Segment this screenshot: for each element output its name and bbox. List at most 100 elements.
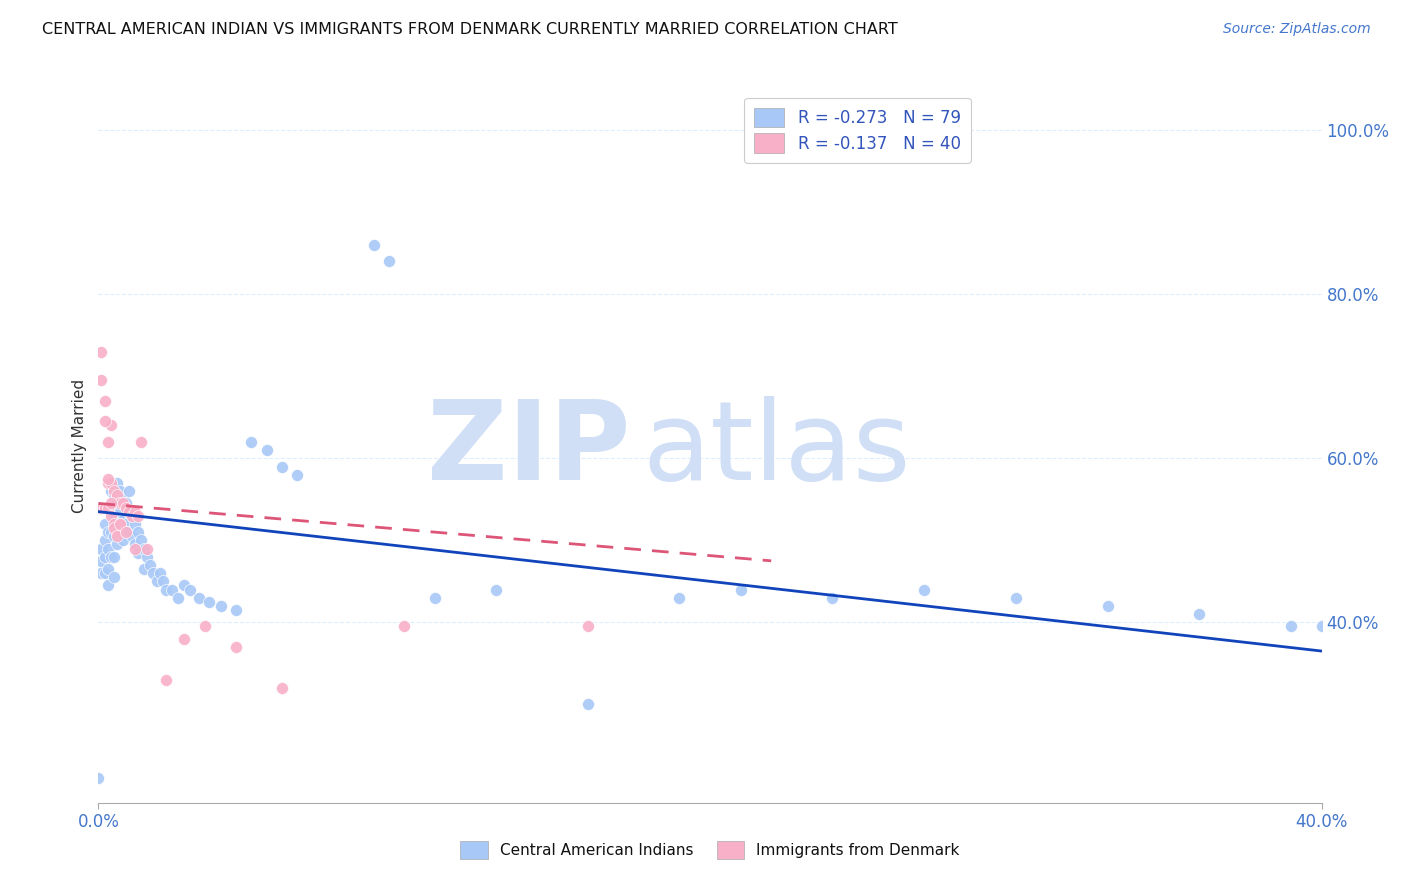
Point (124, 537, 146, 551)
Point (103, 488, 125, 502)
Point (136, 541, 159, 556)
Point (93, 414, 115, 428)
Point (134, 562, 156, 576)
Point (145, 574, 167, 589)
Point (423, 591, 446, 605)
Point (108, 496, 131, 510)
Point (363, 238, 385, 252)
Point (121, 508, 143, 523)
Point (97, 578, 120, 592)
Point (285, 467, 308, 482)
Point (124, 516, 146, 531)
Point (93, 566, 115, 581)
Point (103, 516, 125, 531)
Point (173, 578, 195, 592)
Text: ZIP: ZIP (427, 396, 630, 503)
Point (225, 603, 247, 617)
Point (134, 541, 156, 556)
Point (93, 533, 115, 548)
Point (730, 582, 752, 597)
Point (90, 554, 112, 568)
Point (821, 591, 844, 605)
Point (97, 475, 120, 490)
Point (155, 673, 177, 687)
Point (100, 496, 122, 510)
Point (209, 599, 232, 613)
Point (97, 500, 120, 515)
Point (115, 516, 138, 531)
Point (97, 562, 120, 576)
Point (103, 521, 125, 535)
Point (100, 508, 122, 523)
Point (103, 529, 125, 543)
Point (103, 484, 125, 499)
Point (97, 500, 120, 515)
Y-axis label: Currently Married: Currently Married (72, 379, 87, 513)
Point (100, 418, 122, 433)
Point (105, 475, 128, 490)
Point (127, 508, 149, 523)
Point (270, 681, 292, 695)
Point (576, 698, 599, 712)
Point (90, 500, 112, 515)
Point (194, 619, 217, 633)
Point (111, 496, 134, 510)
Point (97, 472, 120, 486)
Point (1310, 619, 1333, 633)
Point (108, 484, 131, 499)
Point (111, 492, 134, 507)
Point (179, 582, 201, 597)
Point (129, 434, 152, 449)
Point (124, 505, 146, 519)
Point (485, 582, 508, 597)
Point (100, 505, 122, 519)
Point (108, 516, 131, 531)
Point (90, 541, 112, 556)
Point (118, 525, 141, 540)
Point (118, 505, 141, 519)
Point (90, 344, 112, 359)
Point (103, 549, 125, 564)
Point (127, 525, 149, 540)
Point (103, 570, 125, 584)
Point (124, 541, 146, 556)
Point (87, 771, 110, 785)
Point (225, 640, 247, 654)
Point (142, 566, 165, 581)
Point (167, 591, 190, 605)
Point (576, 619, 599, 633)
Point (97, 525, 120, 540)
Point (256, 443, 278, 458)
Point (108, 516, 131, 531)
Point (90, 373, 112, 387)
Point (105, 525, 128, 540)
Point (136, 549, 159, 564)
Text: Source: ZipAtlas.com: Source: ZipAtlas.com (1223, 22, 1371, 37)
Point (115, 496, 138, 510)
Point (105, 537, 128, 551)
Point (103, 508, 125, 523)
Point (111, 533, 134, 548)
Point (129, 533, 152, 548)
Point (115, 500, 138, 515)
Point (105, 529, 128, 543)
Point (111, 513, 134, 527)
Point (173, 632, 195, 646)
Point (378, 254, 401, 268)
Point (105, 488, 128, 502)
Point (93, 549, 115, 564)
Point (270, 459, 292, 474)
Point (155, 582, 177, 597)
Point (93, 516, 115, 531)
Point (97, 541, 120, 556)
Point (127, 546, 149, 560)
Point (1004, 591, 1026, 605)
Point (197, 595, 219, 609)
Point (188, 591, 211, 605)
Point (118, 484, 141, 499)
Point (90, 566, 112, 581)
Point (105, 496, 128, 510)
Point (93, 393, 115, 408)
Point (93, 500, 115, 515)
Point (97, 434, 120, 449)
